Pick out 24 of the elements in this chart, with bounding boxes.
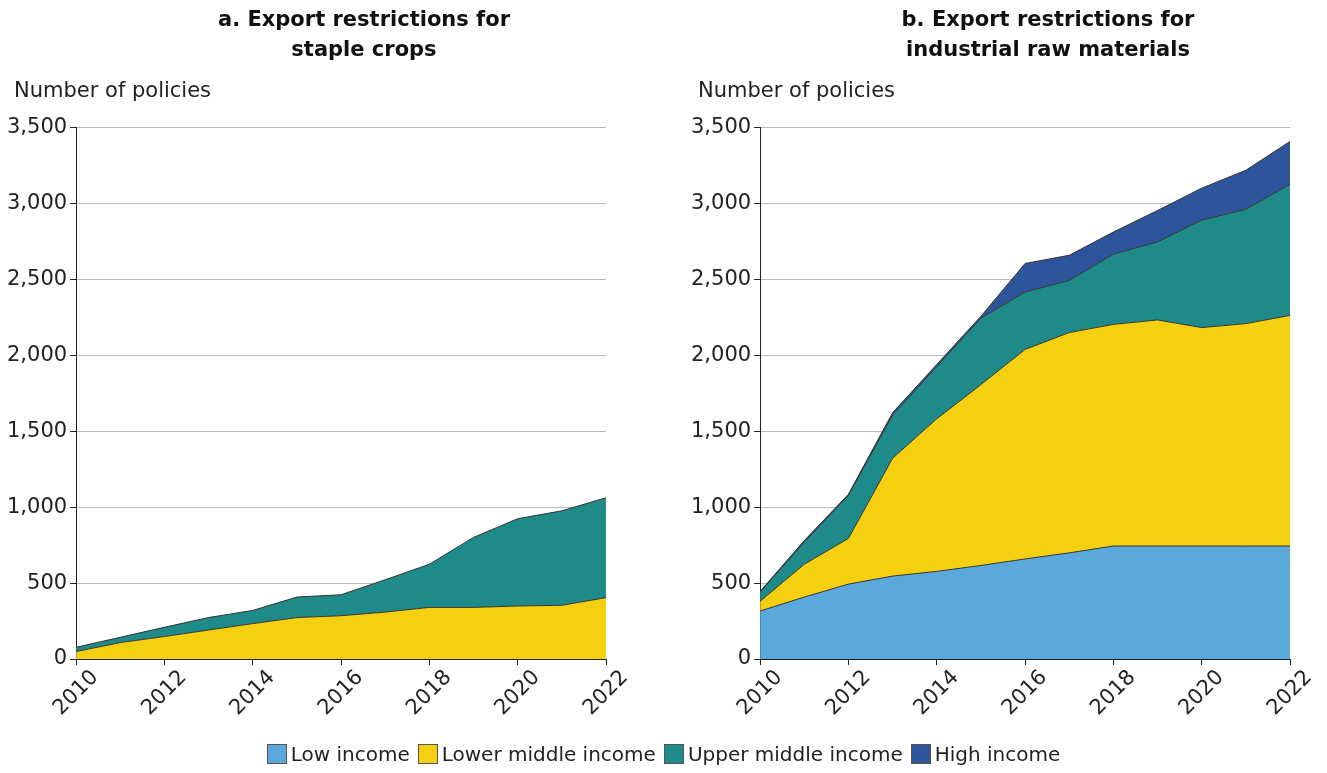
y-tick-label: 1,500 bbox=[6, 417, 68, 442]
y-tick-label: 3,500 bbox=[690, 114, 752, 139]
y-axis-title: Number of policies bbox=[698, 78, 896, 102]
y-tick-label: 1,000 bbox=[6, 493, 68, 518]
chart-title: a. Export restrictions for staple crops bbox=[217, 6, 511, 63]
y-axis-title: Number of policies bbox=[14, 78, 212, 102]
y-tick-label: 2,500 bbox=[690, 265, 752, 290]
y-tick-label: 1,500 bbox=[690, 417, 752, 442]
legend-label: High income bbox=[934, 742, 1061, 766]
y-tick-label: 3,000 bbox=[6, 189, 68, 214]
y-tick-label: 2,000 bbox=[6, 341, 68, 366]
y-tick-label: 0 bbox=[53, 645, 68, 670]
y-tick-label: 2,500 bbox=[6, 265, 68, 290]
y-tick-label: 2,000 bbox=[690, 341, 752, 366]
legend-label: Upper middle income bbox=[687, 742, 903, 766]
chart-title: b. Export restrictions for industrial raw materials bbox=[900, 6, 1196, 63]
y-tick-label: 3,500 bbox=[6, 114, 68, 139]
y-tick-label: 500 bbox=[711, 569, 752, 594]
y-tick-label: 0 bbox=[737, 645, 752, 670]
legend-label: Lower middle income bbox=[441, 742, 656, 766]
y-tick-label: 500 bbox=[27, 569, 68, 594]
legend-label: Low income bbox=[290, 742, 410, 766]
y-tick-label: 1,000 bbox=[690, 493, 752, 518]
y-tick-label: 3,000 bbox=[690, 189, 752, 214]
